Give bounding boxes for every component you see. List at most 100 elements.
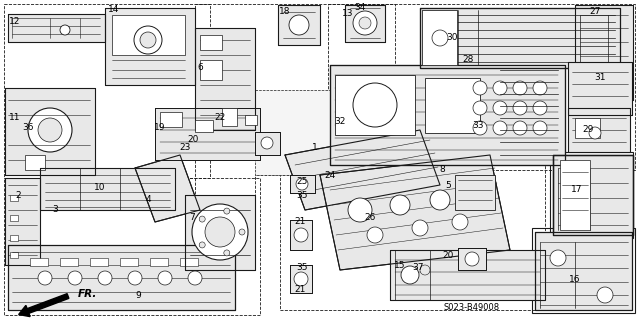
Bar — [290, 220, 312, 250]
Circle shape — [140, 32, 156, 48]
Bar — [532, 228, 635, 313]
Text: 5: 5 — [445, 181, 451, 189]
Circle shape — [294, 228, 308, 242]
Circle shape — [432, 30, 448, 46]
Text: 2: 2 — [15, 191, 21, 201]
Polygon shape — [285, 130, 440, 210]
Circle shape — [224, 250, 230, 256]
Bar — [10, 215, 18, 221]
Circle shape — [473, 121, 487, 135]
Polygon shape — [420, 8, 620, 68]
Circle shape — [60, 25, 70, 35]
Polygon shape — [320, 155, 510, 270]
Bar — [195, 120, 213, 132]
Bar — [245, 115, 257, 125]
Circle shape — [192, 204, 248, 260]
Circle shape — [134, 26, 162, 54]
Bar — [200, 35, 222, 50]
Text: 3: 3 — [52, 205, 58, 214]
Bar — [90, 258, 108, 266]
Polygon shape — [5, 178, 40, 265]
Polygon shape — [330, 65, 565, 165]
Polygon shape — [185, 195, 255, 270]
Text: 12: 12 — [10, 18, 20, 26]
Bar — [290, 265, 312, 293]
Bar — [10, 195, 18, 201]
Bar — [10, 235, 18, 241]
Circle shape — [294, 272, 308, 286]
Polygon shape — [345, 5, 385, 42]
Circle shape — [68, 271, 82, 285]
Bar — [553, 155, 633, 235]
Bar — [10, 252, 18, 258]
Text: 31: 31 — [595, 73, 605, 83]
Text: 10: 10 — [94, 183, 106, 192]
Circle shape — [513, 101, 527, 115]
Text: 15: 15 — [394, 261, 406, 270]
Circle shape — [465, 252, 479, 266]
Text: 27: 27 — [589, 8, 601, 17]
Circle shape — [353, 11, 377, 35]
Text: 6: 6 — [197, 63, 203, 72]
Bar — [575, 5, 633, 100]
Text: 17: 17 — [572, 186, 583, 195]
Bar — [160, 112, 182, 127]
Polygon shape — [8, 245, 235, 310]
Circle shape — [289, 15, 309, 35]
Polygon shape — [568, 62, 632, 115]
Text: 37: 37 — [412, 263, 424, 272]
Text: 30: 30 — [446, 33, 458, 42]
Circle shape — [420, 265, 430, 275]
Text: 36: 36 — [22, 123, 34, 132]
Circle shape — [205, 217, 235, 247]
Polygon shape — [255, 90, 395, 175]
Text: 29: 29 — [582, 125, 594, 135]
Bar — [222, 108, 237, 126]
Circle shape — [158, 271, 172, 285]
Polygon shape — [568, 108, 630, 152]
Circle shape — [188, 271, 202, 285]
FancyArrow shape — [19, 294, 69, 317]
Polygon shape — [195, 28, 255, 130]
Text: 14: 14 — [108, 5, 120, 14]
Circle shape — [533, 121, 547, 135]
Circle shape — [589, 127, 601, 139]
Circle shape — [533, 101, 547, 115]
Circle shape — [199, 242, 205, 248]
Circle shape — [367, 227, 383, 243]
Circle shape — [38, 118, 62, 142]
Bar — [550, 152, 633, 238]
Circle shape — [597, 287, 613, 303]
Bar — [425, 78, 480, 133]
Text: 22: 22 — [214, 114, 226, 122]
Polygon shape — [135, 155, 200, 222]
Circle shape — [473, 101, 487, 115]
Circle shape — [473, 81, 487, 95]
Circle shape — [390, 195, 410, 215]
Bar — [60, 258, 78, 266]
Bar — [422, 10, 457, 65]
Text: 23: 23 — [179, 144, 191, 152]
Text: 32: 32 — [334, 117, 346, 127]
Text: 26: 26 — [364, 213, 376, 222]
Polygon shape — [535, 232, 632, 310]
Text: 34: 34 — [355, 4, 365, 12]
Polygon shape — [155, 108, 260, 160]
Bar — [335, 75, 415, 135]
Bar — [560, 160, 590, 230]
Circle shape — [493, 121, 507, 135]
Text: 19: 19 — [154, 123, 166, 132]
Circle shape — [239, 229, 245, 235]
Bar — [30, 258, 48, 266]
Polygon shape — [255, 132, 280, 155]
Bar — [290, 175, 315, 193]
Text: 35: 35 — [296, 191, 308, 201]
Text: 20: 20 — [188, 136, 198, 145]
Text: S023-B49008: S023-B49008 — [444, 303, 500, 313]
Bar — [422, 10, 457, 65]
Circle shape — [261, 137, 273, 149]
Text: 9: 9 — [135, 291, 141, 300]
Circle shape — [128, 271, 142, 285]
Bar — [25, 155, 45, 170]
Circle shape — [493, 101, 507, 115]
